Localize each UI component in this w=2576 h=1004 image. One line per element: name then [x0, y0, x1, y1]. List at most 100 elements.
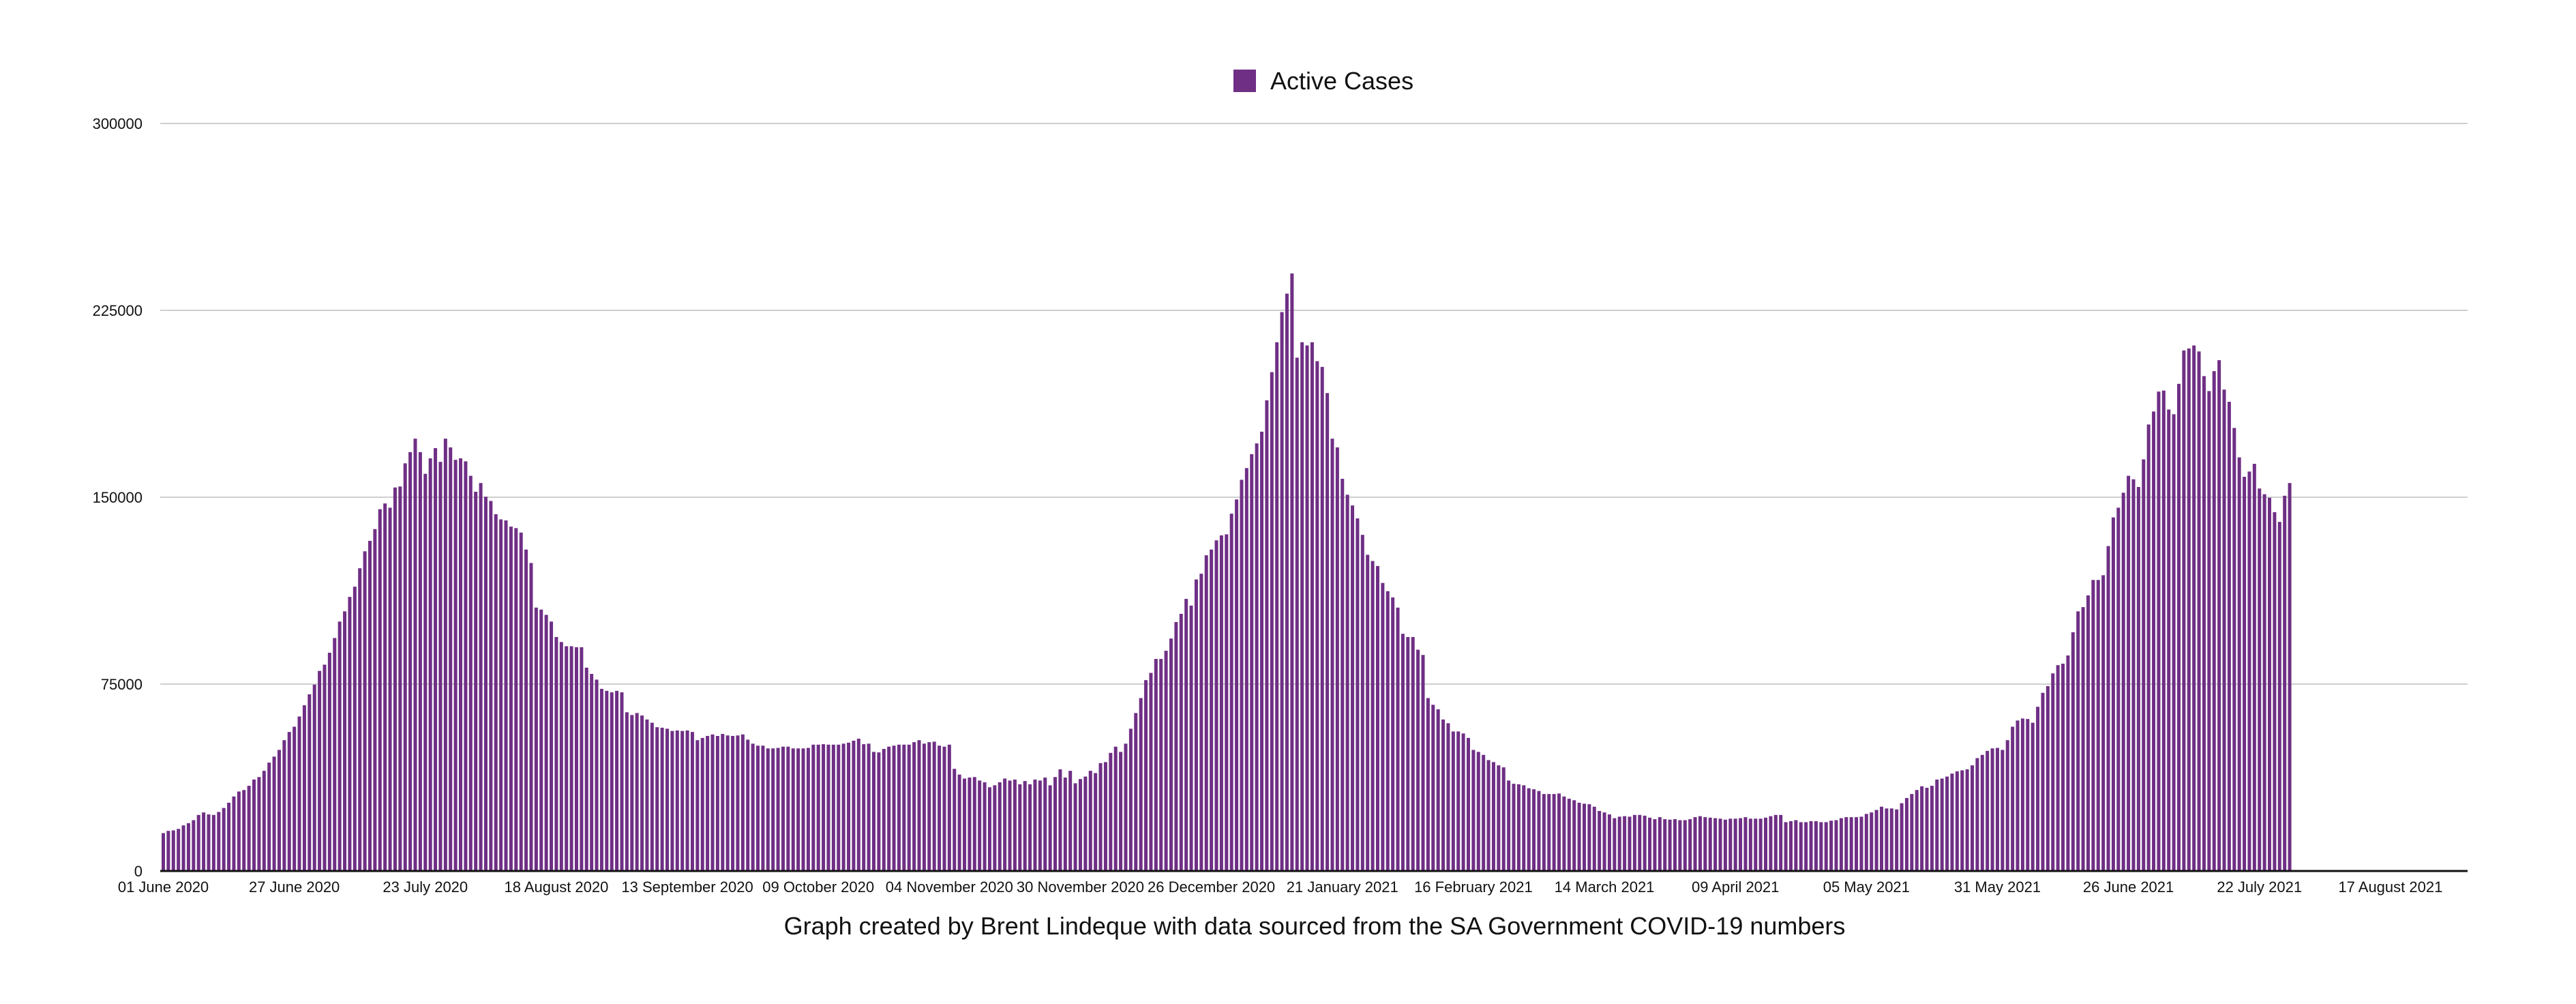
y-tick-label: 150000 [93, 489, 143, 506]
bar-active-cases [1537, 791, 1541, 871]
bar-active-cases [2011, 726, 2015, 871]
bar-active-cases [1048, 785, 1052, 871]
bar-active-cases [1628, 816, 1632, 871]
bar-active-cases [963, 778, 967, 871]
bar-active-cases [1210, 549, 1214, 871]
bar-active-cases [1658, 817, 1662, 871]
bar-active-cases [2222, 389, 2226, 871]
bar-active-cases [1119, 752, 1123, 871]
bar-active-cases [1431, 705, 1435, 871]
bar-active-cases [1124, 743, 1128, 871]
bar-active-cases [1683, 820, 1687, 871]
bar-active-cases [847, 742, 851, 871]
bar-active-cases [2131, 479, 2136, 871]
bar-active-cases [1068, 771, 1073, 871]
bar-active-cases [599, 688, 603, 871]
bar-active-cases [393, 487, 397, 871]
bar-active-cases [706, 735, 710, 871]
bar-active-cases [1028, 784, 1032, 871]
y-tick-label: 0 [134, 863, 143, 880]
bar-active-cases [312, 684, 316, 871]
bar-active-cases [640, 715, 644, 871]
bar-active-cases [1098, 763, 1103, 871]
bar-active-cases [1788, 821, 1793, 871]
bar-active-cases [302, 705, 306, 871]
bar-active-cases [318, 670, 322, 871]
x-tick-label: 31 May 2021 [1954, 878, 2041, 896]
bar-active-cases [1008, 780, 1012, 871]
bar-active-cases [1441, 719, 1446, 871]
bar-active-cases [590, 674, 594, 871]
bar-active-cases [217, 812, 221, 871]
x-axis-ticks: 01 June 2020 27 June 2020 23 July 2020 18 A… [118, 878, 2443, 896]
bar-active-cases [1244, 468, 1248, 871]
bar-active-cases [595, 679, 599, 871]
bar-active-cases [1607, 814, 1611, 871]
bar-active-cases [1260, 431, 1264, 871]
bar-active-cases [373, 529, 377, 871]
bar-active-cases [2005, 740, 2009, 871]
bar-active-cases [2288, 483, 2292, 871]
bar-active-cases [1401, 634, 1405, 871]
bar-active-cases [630, 715, 634, 871]
bar-active-cases [942, 746, 946, 871]
bar-active-cases [544, 615, 548, 871]
bar-active-cases [660, 727, 664, 871]
bar-active-cases [338, 621, 342, 871]
bar-active-cases [1874, 810, 1878, 871]
bar-active-cases [998, 782, 1002, 871]
bar-active-cases [1617, 816, 1621, 871]
x-tick-label: 27 June 2020 [249, 878, 340, 896]
bar-active-cases [822, 744, 826, 871]
bar-active-cases [796, 748, 800, 871]
bar-active-cases [887, 746, 891, 871]
bar-active-cases [1602, 812, 1606, 871]
bar-active-cases [1718, 818, 1722, 871]
bar-active-cases [2101, 575, 2106, 871]
bar-active-cases [499, 519, 503, 871]
bar-active-cases [2056, 665, 2060, 871]
bar-active-cases [675, 730, 679, 871]
bar-active-cases [1698, 816, 1702, 871]
bar-active-cases [222, 808, 226, 871]
x-tick-label: 26 June 2021 [2083, 878, 2174, 896]
bar-active-cases [1320, 366, 1324, 871]
bar-active-cases [1184, 599, 1188, 871]
bar-active-cases [2187, 348, 2191, 871]
bar-active-cases [1632, 814, 1636, 871]
bar-active-cases [574, 647, 578, 871]
bar-active-cases [2041, 692, 2045, 871]
bar-active-cases [1915, 790, 1919, 871]
bar-active-cases [519, 532, 523, 871]
bar-active-cases [1613, 818, 1617, 871]
bar-active-cases [2243, 477, 2247, 871]
bar-active-cases [1930, 786, 1934, 871]
bar-active-cases [740, 734, 745, 871]
bar-active-cases [862, 744, 866, 871]
bar-active-cases [1925, 787, 1929, 871]
bar-active-cases [655, 727, 659, 871]
bar-active-cases [1986, 750, 1990, 871]
bar-active-cases [2051, 673, 2055, 871]
x-tick-label: 30 November 2020 [1017, 878, 1144, 896]
bar-active-cases [680, 730, 685, 871]
bar-active-cases [1501, 767, 1506, 871]
bar-active-cases [1527, 788, 1531, 871]
bar-active-cases [650, 722, 654, 871]
bar-active-cases [1411, 636, 1415, 871]
bar-active-cases [1199, 574, 1203, 871]
bar-active-cases [211, 814, 215, 871]
bar-active-cases [1270, 372, 1274, 871]
x-tick-label: 13 September 2020 [621, 878, 753, 896]
bar-active-cases [2217, 360, 2221, 871]
bar-active-cases [1975, 758, 1979, 871]
bar-active-cases [1275, 342, 1279, 871]
bar-active-cases [2046, 685, 2050, 871]
bar-active-cases [257, 777, 261, 871]
bar-active-cases [856, 739, 860, 871]
x-tick-label: 22 July 2021 [2217, 878, 2302, 896]
bar-active-cases [922, 743, 926, 871]
bar-active-cases [1083, 776, 1088, 871]
bar-active-cases [932, 741, 936, 871]
bar-active-cases [1341, 478, 1345, 871]
